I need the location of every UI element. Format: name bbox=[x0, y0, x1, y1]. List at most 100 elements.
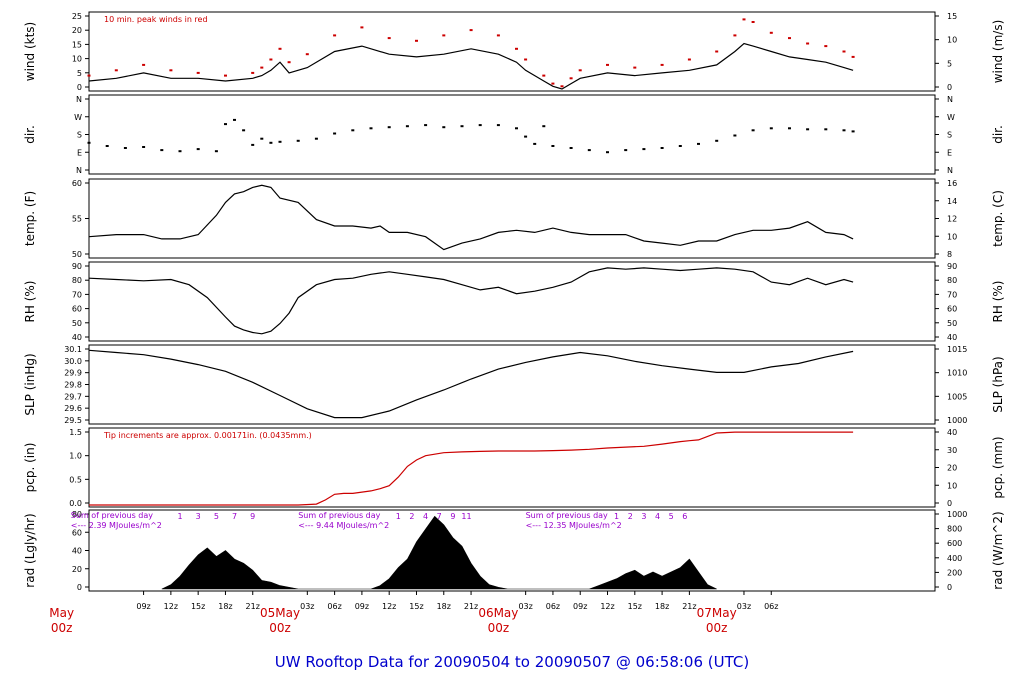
right-tick-label: 8 bbox=[947, 250, 952, 259]
series-dir-point bbox=[387, 126, 391, 129]
left-tick-label: N bbox=[76, 166, 82, 175]
series-dir-point bbox=[105, 145, 109, 147]
right-axis-title: pcp. (mm) bbox=[991, 436, 1005, 498]
right-tick-label: 16 bbox=[947, 179, 957, 188]
left-tick-label: 40 bbox=[72, 333, 82, 342]
series-peak-point bbox=[142, 63, 146, 66]
series-dir-point bbox=[460, 125, 464, 128]
series-dir-point bbox=[260, 137, 264, 140]
series-peak-point bbox=[551, 82, 555, 85]
right-tick-label: 14 bbox=[947, 197, 957, 206]
right-tick-label: 60 bbox=[947, 305, 957, 314]
series-peak-point bbox=[788, 37, 791, 40]
series-peak-point bbox=[633, 66, 637, 69]
left-tick-label: 29.7 bbox=[64, 392, 82, 401]
series-dir-point bbox=[678, 145, 682, 147]
series-peak-point bbox=[196, 71, 200, 74]
right-tick-label: 40 bbox=[947, 333, 957, 342]
series-peak-point bbox=[751, 21, 755, 23]
series-pcp-line bbox=[89, 431, 854, 506]
right-tick-label: 1000 bbox=[947, 416, 967, 425]
series-peak-point bbox=[715, 50, 719, 53]
series-peak-point bbox=[851, 55, 855, 58]
left-axis-title: pcp. (in) bbox=[23, 443, 37, 493]
series-dir-point bbox=[224, 123, 227, 126]
series-dir-point bbox=[606, 151, 609, 154]
panel-temp: temp. (F) temp. (C) 50 55 60 8 10 12 14 16 bbox=[23, 178, 1005, 259]
series-dir-point bbox=[351, 129, 355, 132]
series-peak-point bbox=[387, 37, 391, 40]
time-tick-label: 15z bbox=[628, 602, 642, 611]
series-slp-line bbox=[88, 349, 854, 419]
series-wind-line bbox=[88, 42, 854, 90]
series-peak-point bbox=[824, 45, 828, 48]
series-dir-point bbox=[587, 149, 591, 152]
series-dir-point bbox=[296, 139, 300, 142]
left-tick-label: 60 bbox=[72, 305, 82, 314]
panel-frame bbox=[88, 261, 936, 342]
series-dir-point bbox=[751, 129, 755, 132]
series-peak-point bbox=[569, 77, 573, 80]
hour-mark: 11 bbox=[461, 512, 471, 521]
date-label: May bbox=[49, 606, 74, 620]
time-tick-label: 03z bbox=[518, 602, 532, 611]
hour-mark: 9 bbox=[250, 512, 255, 521]
radiation-sum-value: <--- 9.44 MJoules/m^2 bbox=[298, 521, 389, 530]
footer-title: UW Rooftop Data for 20090504 to 20090507… bbox=[275, 653, 749, 671]
series-dir-point bbox=[824, 128, 828, 131]
right-tick-label: 50 bbox=[947, 319, 957, 328]
left-tick-label: 1.5 bbox=[69, 428, 82, 437]
series-peak-point bbox=[269, 58, 273, 61]
left-tick-label: 20 bbox=[72, 26, 82, 35]
date-zulu-label: 00z bbox=[488, 621, 510, 635]
right-tick-label: 10 bbox=[947, 36, 957, 45]
series-peak-point bbox=[278, 47, 282, 50]
left-tick-label: 10 bbox=[72, 55, 82, 64]
series-dir-point bbox=[806, 128, 810, 131]
series-dir-point bbox=[851, 130, 855, 133]
panel-slp: SLP (inHg) SLP (hPa) 29.5 29.6 29.7 29.8 29.9 3… bbox=[23, 344, 1005, 425]
series-dir-point bbox=[160, 149, 164, 152]
series-dir-point bbox=[442, 126, 446, 129]
series-temp-line bbox=[88, 184, 854, 251]
time-tick-label: 12z bbox=[600, 602, 614, 611]
right-axis-title: dir. bbox=[991, 125, 1005, 144]
hour-mark: 7 bbox=[437, 512, 442, 521]
right-tick-label: 5 bbox=[947, 59, 952, 68]
series-dir-point bbox=[251, 143, 255, 146]
series-dir-point bbox=[142, 146, 146, 148]
hour-mark: 1 bbox=[396, 512, 401, 521]
hour-mark: 3 bbox=[196, 512, 201, 521]
panel-rh: RH (%) RH (%) 40 50 60 70 80 90 40 50 60 70 80 90 bbox=[23, 261, 1005, 342]
series-dir-point bbox=[715, 139, 719, 142]
radiation-sum-heading: Sum of previous day bbox=[298, 511, 380, 520]
series-dir-point bbox=[496, 124, 500, 127]
series-peak-point bbox=[415, 39, 418, 42]
series-peak-point bbox=[260, 66, 264, 69]
series-dir-point bbox=[533, 142, 537, 145]
series-peak-point bbox=[224, 74, 227, 77]
series-dir-point bbox=[660, 147, 664, 149]
left-tick-label: 29.9 bbox=[64, 369, 82, 378]
left-axis-title: rad (Lgly/hr) bbox=[23, 513, 37, 587]
right-tick-label: 800 bbox=[947, 525, 962, 534]
series-peak-point bbox=[496, 34, 500, 37]
series-peak-point bbox=[333, 34, 337, 37]
series-peak-point bbox=[515, 47, 518, 50]
right-tick-label: 15 bbox=[947, 12, 957, 21]
radiation-sum-heading: Sum of previous day bbox=[526, 511, 608, 520]
series-dir-point bbox=[196, 148, 200, 151]
time-tick-label: 15z bbox=[191, 602, 205, 611]
date-label: 05May bbox=[260, 606, 300, 620]
series-peak-point bbox=[842, 50, 846, 53]
series-dir-point bbox=[87, 141, 91, 144]
right-tick-label: 0 bbox=[947, 499, 952, 508]
right-axis-title: SLP (hPa) bbox=[991, 356, 1005, 412]
radiation-sum-value: <--- 2.39 MJoules/m^2 bbox=[71, 521, 162, 530]
right-tick-label: 600 bbox=[947, 539, 962, 548]
time-tick-label: 21z bbox=[682, 602, 696, 611]
time-tick-label: 06z bbox=[546, 602, 560, 611]
left-tick-label: E bbox=[77, 148, 82, 157]
hour-mark: 1 bbox=[177, 512, 182, 521]
series-dir-point bbox=[733, 134, 737, 137]
